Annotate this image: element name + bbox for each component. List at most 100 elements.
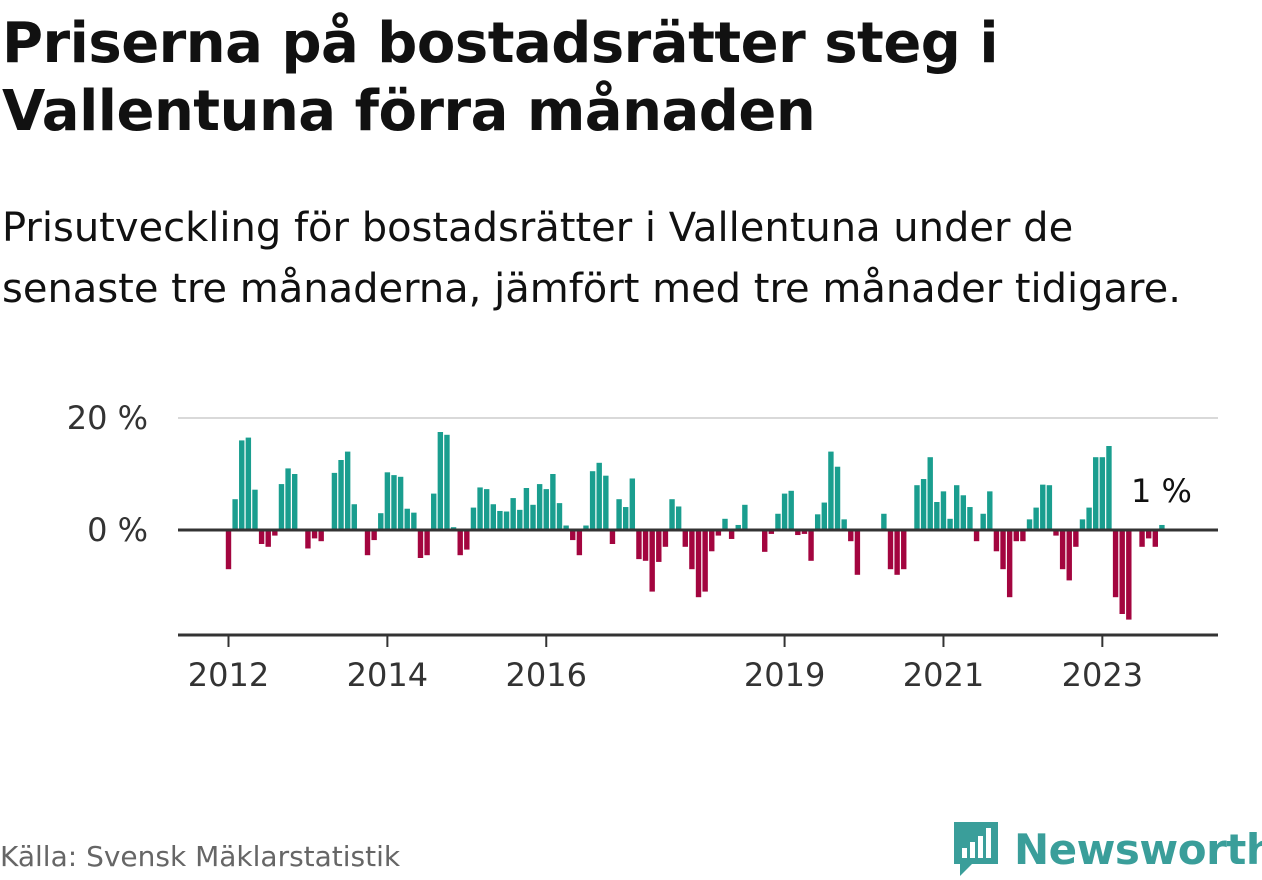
bar	[225, 530, 232, 570]
bar	[1139, 530, 1145, 547]
chart-axes	[178, 528, 1218, 647]
bar	[1145, 530, 1152, 539]
brand-name: Newsworthy	[1014, 824, 1262, 874]
bar	[1026, 519, 1033, 530]
bar	[437, 432, 444, 530]
newsworthy-logo: Newsworthy	[950, 818, 1262, 880]
bar-chart: 20 % 0 % 2012 2014 2016 2019 2021 2023 1 %	[67, 399, 1218, 694]
bar	[1013, 530, 1019, 542]
bar	[689, 530, 695, 570]
bar	[576, 530, 583, 556]
bar	[775, 513, 781, 530]
bar	[973, 530, 980, 542]
latest-value-label: 1 %	[1131, 472, 1192, 510]
bar	[596, 462, 602, 530]
bar	[556, 503, 563, 530]
bar	[1126, 530, 1132, 620]
bar	[623, 507, 629, 530]
bar	[609, 530, 616, 544]
bar	[464, 530, 470, 550]
bar	[265, 530, 271, 547]
bar	[695, 530, 702, 598]
bar	[980, 513, 986, 530]
bar	[682, 530, 688, 547]
bar	[550, 474, 556, 530]
bar	[735, 524, 741, 530]
bar	[914, 485, 920, 530]
bar	[715, 530, 722, 536]
bar	[457, 530, 463, 556]
bar	[841, 519, 847, 530]
bar	[675, 506, 682, 530]
bar	[960, 495, 967, 530]
bar	[1106, 446, 1112, 530]
bar	[1119, 530, 1125, 614]
bar	[1093, 457, 1099, 530]
bar	[1066, 530, 1072, 581]
bar	[987, 491, 993, 530]
bar	[656, 530, 662, 562]
bar	[636, 530, 642, 560]
bar	[510, 498, 516, 530]
x-tick-label: 2012	[188, 656, 269, 694]
bar	[940, 491, 947, 530]
bar	[954, 485, 960, 530]
bar	[642, 530, 649, 561]
bar	[245, 437, 252, 530]
bar	[616, 499, 622, 530]
bar	[854, 530, 861, 575]
bar	[1059, 530, 1066, 570]
bar	[795, 530, 801, 536]
bar	[404, 508, 410, 530]
bar	[1086, 507, 1092, 530]
bar	[1152, 530, 1158, 547]
bar	[424, 530, 430, 556]
bar	[821, 502, 827, 530]
bar	[669, 499, 675, 530]
bar	[834, 466, 841, 530]
bar	[523, 488, 530, 530]
bar	[934, 502, 940, 530]
chart-bars	[225, 432, 1165, 620]
bar	[1053, 530, 1059, 536]
bar	[258, 530, 265, 544]
bar	[781, 493, 788, 530]
bar	[1159, 524, 1165, 530]
x-tick-label: 2016	[506, 656, 587, 694]
y-tick-label: 20 %	[67, 399, 148, 437]
bar	[470, 507, 477, 530]
bar	[828, 451, 834, 530]
chart-subtitle: Prisutveckling för bostadsrätter i Valle…	[2, 205, 1181, 312]
bar	[431, 493, 437, 530]
bar	[232, 499, 238, 530]
bar	[272, 530, 278, 536]
bar	[384, 472, 391, 530]
bar	[1046, 485, 1053, 530]
bar	[311, 530, 318, 539]
bar	[543, 489, 549, 530]
x-tick-label: 2014	[347, 656, 428, 694]
bar	[583, 525, 589, 530]
bar	[338, 460, 344, 530]
bar	[503, 511, 510, 530]
bar	[285, 468, 291, 530]
bar	[517, 509, 523, 530]
newsworthy-logo-icon	[954, 822, 998, 876]
bar	[331, 472, 338, 530]
bar	[318, 530, 324, 542]
bar	[391, 475, 397, 530]
bar	[490, 504, 496, 530]
bar	[603, 475, 609, 530]
bar	[497, 510, 503, 530]
bar	[477, 487, 483, 530]
bar	[378, 513, 384, 530]
bar	[411, 512, 417, 530]
bar	[814, 514, 821, 530]
bar	[530, 504, 536, 530]
bar	[1020, 530, 1026, 542]
bar	[371, 530, 377, 541]
source-note: Källa: Svensk Mäklarstatistik	[0, 840, 401, 873]
bar	[881, 513, 887, 530]
bar	[887, 530, 894, 570]
bar	[397, 476, 404, 530]
